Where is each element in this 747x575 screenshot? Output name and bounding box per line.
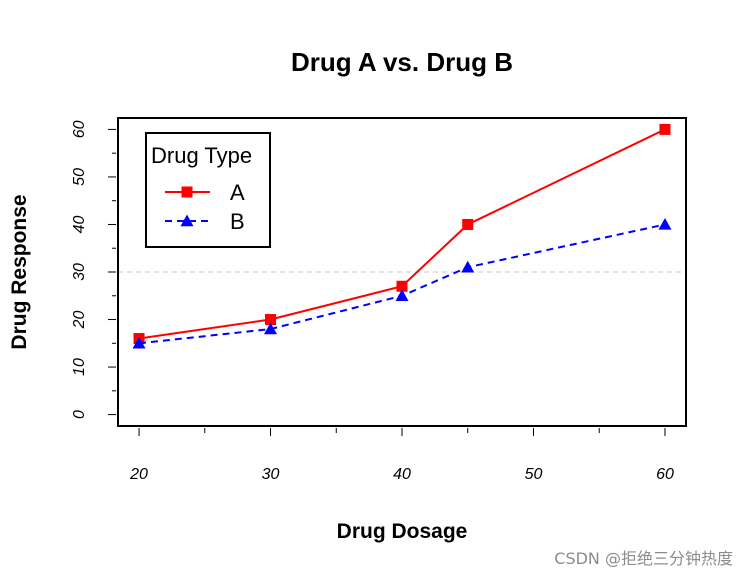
y-tick-label: 20 [71,311,88,330]
y-tick-label: 50 [71,168,88,186]
legend-marker [180,214,194,227]
series-b-point [132,336,146,349]
x-tick-label: 60 [656,466,674,483]
legend-box [145,132,271,248]
series-layer [132,123,672,349]
legend: Drug Type AB [145,132,271,248]
series-b-point [658,217,672,230]
series-a-point [265,314,277,326]
chart-title: Drug A vs. Drug B [291,47,513,77]
x-tick-label: 50 [525,466,543,483]
plot-frame [117,117,687,427]
x-tick-label: 40 [393,466,411,483]
y-axis: 0 10 20 30 40 50 60 [71,120,116,419]
legend-title: Drug Type [151,143,252,168]
series-a-point [396,280,408,292]
watermark: CSDN @拒绝三分钟热度 [554,549,733,568]
x-tick-label: 30 [262,466,280,483]
y-tick-label: 60 [71,120,88,138]
legend-entries: AB [165,180,245,234]
x-tick-label: 20 [129,466,148,483]
legend-entry-a: A [165,180,245,205]
x-axis-label: Drug Dosage [337,520,468,543]
series-b-point [264,322,278,335]
legend-entry-b: B [165,209,245,234]
x-axis: 20 30 40 50 60 [129,428,674,483]
y-tick-label: 40 [71,215,88,233]
legend-label: B [230,209,245,234]
series-b [132,217,672,349]
series-a-point [659,123,671,135]
series-b-point [395,289,409,301]
y-tick-label: 0 [71,410,88,419]
y-axis-label: Drug Response [8,194,31,349]
legend-label: A [230,180,245,205]
legend-marker [181,186,193,198]
y-tick-label: 30 [71,263,88,281]
series-b-point [461,260,475,273]
series-a-point [462,218,474,230]
y-tick-label: 10 [71,358,88,376]
